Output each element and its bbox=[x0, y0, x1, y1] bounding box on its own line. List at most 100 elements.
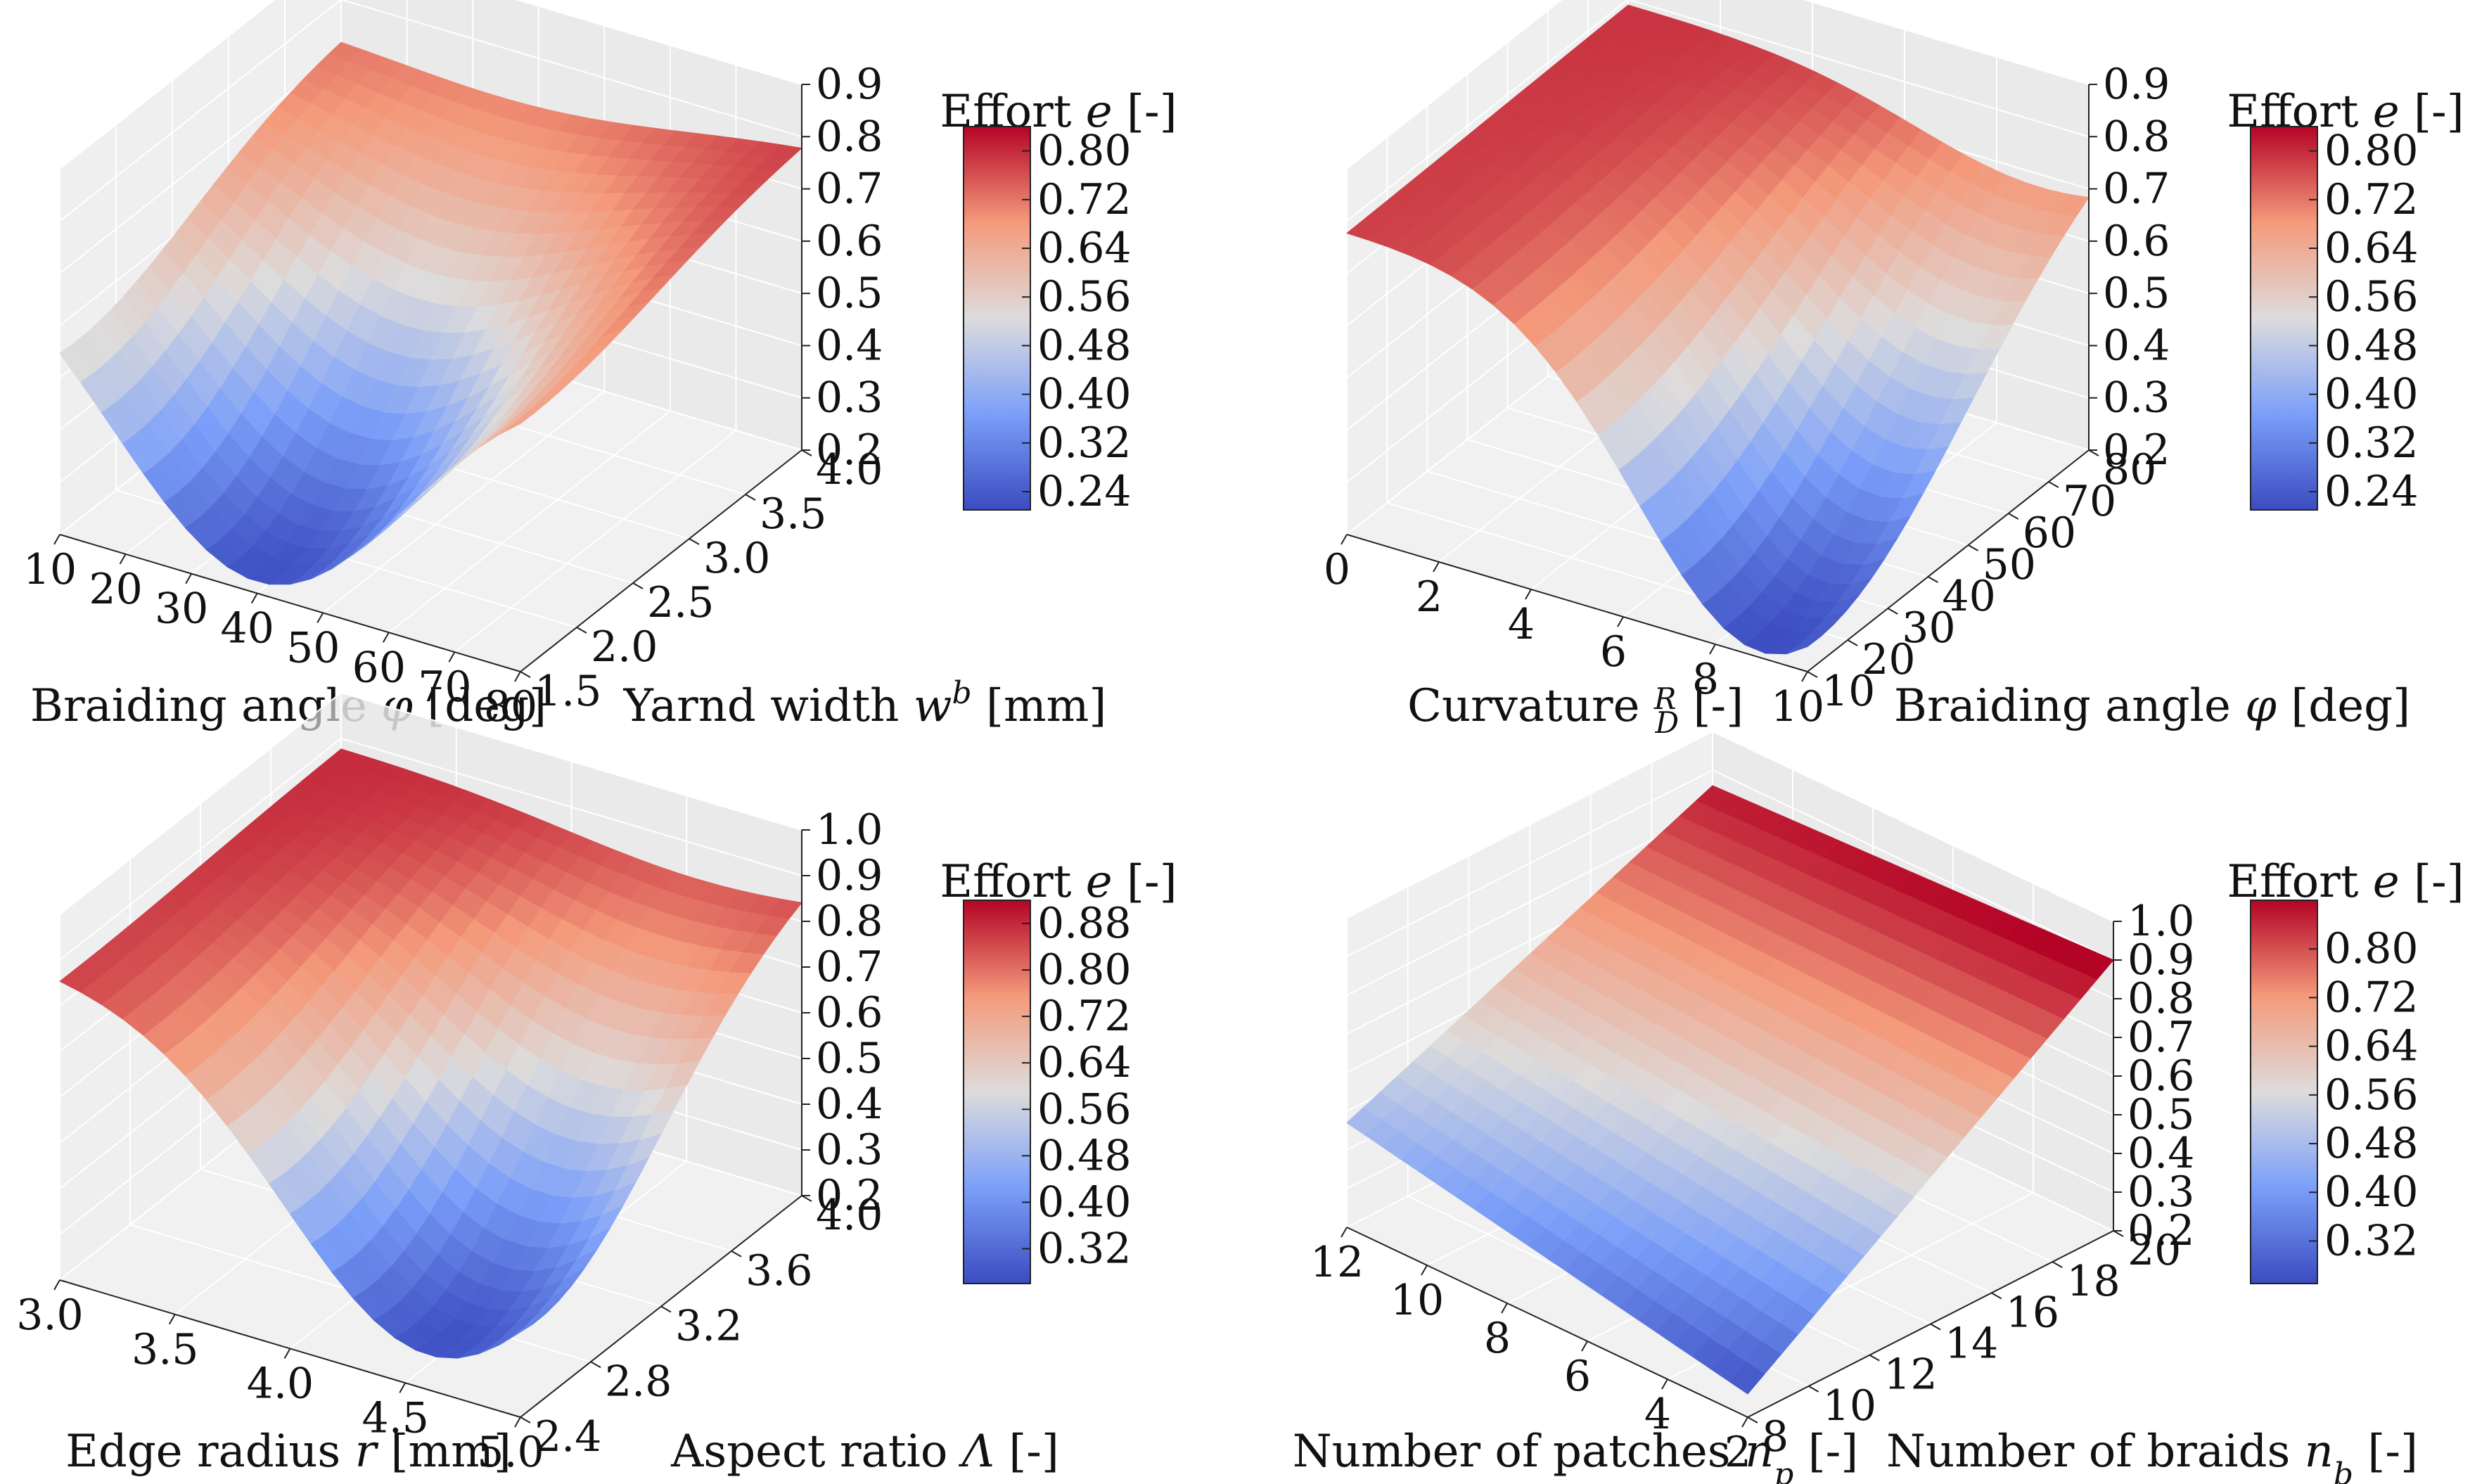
surface bbox=[59, 41, 803, 585]
y-tick-mark bbox=[2008, 513, 2019, 520]
y-tick-mark bbox=[2113, 1230, 2124, 1237]
colorbar-tick-label: 0.72 bbox=[2324, 973, 2419, 1022]
y-axis-label-unit: [mm] bbox=[972, 680, 1107, 732]
y-axis-line bbox=[1807, 449, 2090, 672]
x-axis-label-subscript: p bbox=[1774, 1457, 1793, 1484]
z-tick-label: 0.8 bbox=[816, 112, 883, 161]
colorbar-tick-label: 0.56 bbox=[1037, 1085, 1132, 1134]
y-tick-mark bbox=[1869, 1354, 1880, 1362]
y-tick-mark bbox=[590, 1361, 601, 1369]
y-tick-label: 4.0 bbox=[816, 1191, 883, 1240]
y-tick-mark bbox=[660, 1305, 672, 1313]
x-axis-line bbox=[1346, 534, 1808, 672]
z-gridline bbox=[1346, 0, 2090, 169]
x-tick-label: 8 bbox=[1692, 655, 1719, 704]
colorbar-tick-label: 0.80 bbox=[1037, 945, 1132, 994]
y-tick-label: 30 bbox=[1902, 603, 1955, 653]
chart-panel-3: 3.03.54.04.55.02.42.83.23.64.00.20.30.40… bbox=[16, 691, 1177, 1478]
y-axis-label: Aspect ratio Λ [-] bbox=[670, 1426, 1059, 1478]
colorbar bbox=[963, 126, 1031, 511]
colorbar-tick-label: 0.40 bbox=[2324, 370, 2419, 419]
y-axis-label-subscript: b bbox=[2334, 1457, 2353, 1484]
x-tick-mark bbox=[1709, 644, 1716, 655]
chart-panel-1: 10 20 30 40 50 60 70 801.52.02.53.03.54.00.20.3… bbox=[23, 0, 1177, 732]
surface bbox=[1345, 4, 2090, 655]
y-tick-mark bbox=[801, 1195, 812, 1202]
z-tick-label: 0.7 bbox=[816, 165, 883, 214]
colorbar-tick-label: 0.48 bbox=[2324, 321, 2419, 370]
z-tick-label: 0.6 bbox=[2103, 217, 2170, 266]
x-tick-mark bbox=[1421, 1265, 1428, 1276]
y-tick-label: 10 bbox=[1823, 1381, 1876, 1431]
x-axis-label: Edge radius r [mm] bbox=[65, 1426, 511, 1478]
x-tick-label: 4.5 bbox=[362, 1393, 429, 1443]
y-tick-label: 10 bbox=[1822, 667, 1875, 716]
colorbar-tick-label: 0.32 bbox=[1037, 1224, 1132, 1273]
colorbar-tick-label: 0.64 bbox=[2324, 1022, 2419, 1071]
colorbar-title-symbol: e bbox=[1086, 86, 1113, 138]
y-tick-mark bbox=[1930, 1323, 1941, 1331]
colorbar-tick-label: 0.72 bbox=[2324, 175, 2419, 224]
z-gridline bbox=[59, 0, 802, 169]
x-tick-mark bbox=[250, 593, 258, 604]
y-tick-mark bbox=[1747, 1416, 1758, 1424]
colorbar-title-text: Effort bbox=[940, 856, 1085, 908]
y-axis-label: Braiding angle φ [deg] bbox=[1894, 680, 2410, 732]
y-tick-label: 2.4 bbox=[535, 1412, 601, 1461]
y-tick-label: 4.0 bbox=[816, 445, 883, 494]
z-tick-label: 0.5 bbox=[816, 1034, 883, 1083]
y-tick-label: 60 bbox=[2023, 508, 2076, 558]
y-tick-mark bbox=[745, 494, 756, 501]
y-tick-mark bbox=[1847, 639, 1858, 646]
y-tick-mark bbox=[801, 449, 812, 456]
x-tick-mark bbox=[382, 632, 390, 643]
x-tick-label: 8 bbox=[1484, 1314, 1511, 1363]
colorbar-title: Effort e [-] bbox=[940, 856, 1177, 908]
x-tick-label: 6 bbox=[1564, 1352, 1591, 1401]
x-tick-mark bbox=[168, 1314, 176, 1325]
y-tick-mark bbox=[1927, 576, 1938, 583]
z-tick-label: 0.4 bbox=[2128, 1129, 2194, 1178]
y-axis-line bbox=[520, 449, 802, 672]
x-tick-label: 0 bbox=[1324, 545, 1350, 594]
z-tick-label: 0.5 bbox=[816, 269, 883, 318]
x-tick-label: 60 bbox=[352, 643, 406, 692]
x-tick-mark bbox=[514, 671, 521, 682]
x-axis-label-text: Number of patches bbox=[1293, 1426, 1745, 1478]
y-axis-label-text: Braiding angle bbox=[1894, 680, 2245, 732]
y-tick-label: 3.5 bbox=[760, 490, 826, 539]
z-tick-label: 0.6 bbox=[816, 217, 883, 266]
colorbar-tick-label: 0.64 bbox=[2324, 224, 2419, 273]
y-tick-label: 12 bbox=[1883, 1350, 1937, 1400]
colorbar-tick-label: 0.32 bbox=[1037, 418, 1132, 468]
z-tick-label: 0.4 bbox=[816, 1080, 883, 1129]
z-tick-label: 0.7 bbox=[816, 942, 883, 992]
y-axis-label-text: Aspect ratio bbox=[670, 1426, 962, 1478]
colorbar-tick-label: 0.40 bbox=[1037, 1177, 1132, 1227]
z-tick-label: 0.5 bbox=[2103, 269, 2170, 318]
x-axis-label-unit: [-] bbox=[1793, 1426, 1858, 1478]
z-tick-label: 0.6 bbox=[816, 988, 883, 1037]
y-axis-label-superscript: b bbox=[952, 675, 972, 711]
z-tick-label: 0.9 bbox=[2128, 935, 2194, 985]
y-tick-mark bbox=[1991, 1292, 2002, 1300]
z-gridline bbox=[1346, 0, 2090, 222]
colorbar-title-text: Effort bbox=[2227, 856, 2372, 908]
colorbar-tick-label: 0.32 bbox=[2324, 418, 2419, 468]
x-tick-mark bbox=[1661, 1379, 1668, 1390]
y-tick-label: 2.5 bbox=[647, 578, 714, 627]
z-tick-label: 1.0 bbox=[816, 805, 883, 855]
x-tick-mark bbox=[1433, 561, 1440, 573]
colorbar-tick-label: 0.48 bbox=[1037, 1131, 1132, 1180]
colorbar-tick-label: 0.40 bbox=[1037, 370, 1132, 419]
z-tick-label: 0.7 bbox=[2103, 165, 2170, 214]
x-tick-label: 80 bbox=[484, 682, 537, 731]
colorbar-title-unit: [-] bbox=[2400, 86, 2464, 138]
x-tick-label: 10 bbox=[1771, 682, 1824, 731]
colorbar-title-unit: [-] bbox=[1113, 86, 1177, 138]
colorbar-tick-label: 0.56 bbox=[2324, 272, 2419, 321]
x-tick-label: 3.0 bbox=[16, 1291, 83, 1340]
y-tick-label: 3.0 bbox=[703, 534, 770, 583]
y-axis-label-symbol: w bbox=[914, 680, 952, 732]
